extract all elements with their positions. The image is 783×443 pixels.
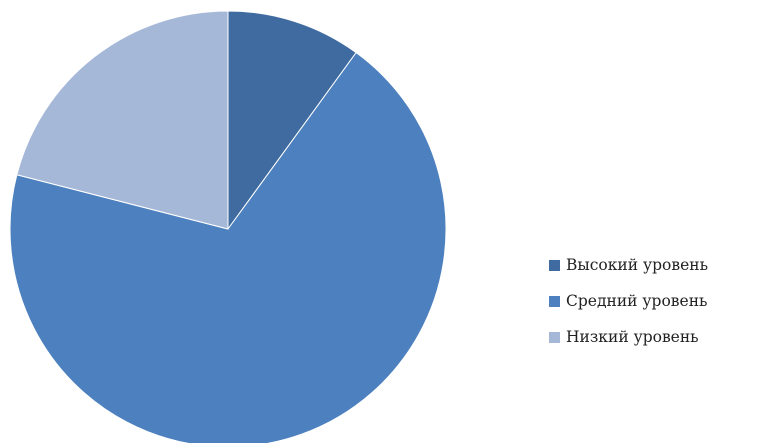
legend-label-high: Высокий уровень <box>566 256 709 274</box>
pie-slice-low <box>16 10 229 230</box>
legend-item-high: Высокий уровень <box>549 247 779 283</box>
legend-item-low: Низкий уровень <box>549 319 779 355</box>
pie-slice-high <box>227 10 357 231</box>
legend-label-medium: Средний уровень <box>566 292 708 310</box>
legend-item-medium: Средний уровень <box>549 283 779 319</box>
legend-swatch-high <box>549 259 560 271</box>
legend-swatch-medium <box>549 295 560 307</box>
legend-label-low: Низкий уровень <box>566 328 699 346</box>
legend: Высокий уровень Средний уровень Низкий у… <box>549 247 779 355</box>
pie-slice-medium <box>9 51 447 443</box>
legend-swatch-low <box>549 331 560 343</box>
pie-slices <box>9 10 447 443</box>
